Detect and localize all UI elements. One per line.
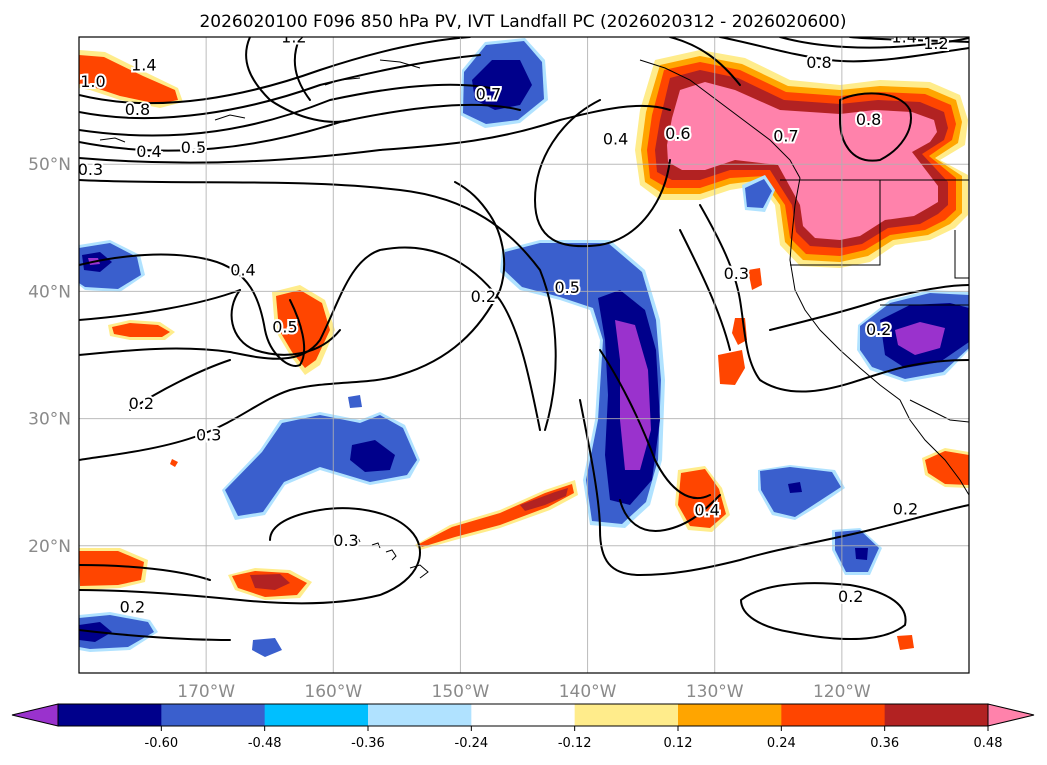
- colorbar-tick-label: -0.60: [145, 736, 179, 751]
- contour-label: 0.4: [694, 501, 719, 520]
- contour-label: 0.5: [555, 278, 580, 297]
- colorbar-tick-label: -0.48: [248, 736, 282, 751]
- pv-contours: [79, 37, 969, 641]
- colorbar-segment: [678, 704, 782, 726]
- contour-label: 1.2: [923, 34, 948, 53]
- colorbar-tick-label: -0.12: [558, 736, 592, 751]
- pv-negative-subtropical: [222, 395, 420, 520]
- coastlines: [99, 59, 969, 579]
- colorbar-tick-label: -0.24: [455, 736, 489, 751]
- colorbar-segment: [884, 704, 989, 726]
- lon-axis-labels: 170°W 160°W 150°W 140°W 130°W 120°W: [177, 682, 871, 702]
- contour-labels: 1.4 1.0 0.8 0.5 0.4 0.3 1.2 0.7 0.4 0.6 0.7 0.8 1.4 1…: [78, 28, 951, 618]
- contour-label: 0.3: [196, 426, 221, 445]
- contour-label: 0.3: [724, 264, 749, 283]
- contour-label: 0.5: [181, 138, 206, 157]
- contour-label: 1.2: [281, 28, 306, 47]
- contour-label: 0.7: [773, 127, 798, 146]
- contour-label: 0.3: [78, 160, 103, 179]
- contour-label: 0.4: [230, 260, 255, 279]
- contour-label: 0.8: [806, 53, 831, 72]
- lat-axis-labels: 20°N 30°N 40°N 50°N: [28, 155, 71, 557]
- colorbar-tick-label: 0.48: [974, 736, 1003, 751]
- contour-label: 0.7: [476, 85, 501, 104]
- pv-positive-southwest: [79, 459, 312, 600]
- colorbar-tick-label: 0.24: [767, 736, 796, 751]
- colorbar-tick-label: -0.36: [351, 736, 385, 751]
- contour-label: 0.2: [838, 587, 863, 606]
- colorbar-tick-label: 0.12: [664, 736, 693, 751]
- contour-label: 0.4: [136, 142, 161, 161]
- pv-positive-nw-corner: [79, 50, 183, 108]
- figure-title: 2026020100 F096 850 hPa PV, IVT Landfall…: [199, 12, 846, 32]
- colorbar-segment: [574, 704, 679, 726]
- contour-label: 1.4: [891, 28, 916, 47]
- colorbar-extend-min: [11, 703, 59, 727]
- lat-tick-label: 30°N: [28, 410, 71, 430]
- lon-tick-label: 120°W: [813, 682, 871, 702]
- colorbar-tick-label: 0.36: [870, 736, 899, 751]
- pv-negative-east: [742, 175, 969, 575]
- map-graticule: [79, 37, 969, 673]
- contour-label: 0.4: [603, 129, 628, 148]
- map-plot-area: 1.4 1.0 0.8 0.5 0.4 0.3 1.2 0.7 0.4 0.6 0.7 0.8 1.4 1…: [78, 28, 969, 673]
- pv-positive-east-pacific: [675, 268, 969, 650]
- colorbar-segment: [264, 704, 369, 726]
- contour-label: 0.5: [272, 318, 297, 337]
- contour-label: 0.2: [866, 320, 891, 339]
- pv-negative-central-streamer: [500, 240, 665, 528]
- colorbar-segment: [368, 704, 472, 726]
- contour-label: 0.2: [129, 394, 154, 413]
- colorbar-segment: [161, 704, 266, 726]
- contour-label: 0.2: [120, 597, 145, 616]
- colorbar: -0.60 -0.48 -0.36 -0.24 -0.12 0.12 0.24 0.36 0.4…: [11, 703, 1035, 751]
- colorbar-segment: [781, 704, 886, 726]
- pv-positive-pacific-northwest: [635, 50, 968, 268]
- contour-label: 0.3: [333, 531, 358, 550]
- contour-label: 0.6: [665, 124, 690, 143]
- lon-tick-label: 160°W: [304, 682, 362, 702]
- pv-positive-streak: [415, 480, 578, 550]
- colorbar-extend-max: [987, 703, 1035, 727]
- lon-tick-label: 170°W: [177, 682, 235, 702]
- map-frame: [78, 36, 970, 674]
- contour-label: 0.8: [125, 100, 150, 119]
- colorbar-segment: [471, 704, 576, 726]
- contour-label: 0.2: [893, 499, 918, 518]
- lon-tick-label: 140°W: [559, 682, 617, 702]
- contour-label: 0.2: [471, 287, 496, 306]
- contour-label: 1.0: [80, 72, 105, 91]
- lat-tick-label: 20°N: [28, 537, 71, 557]
- lon-tick-label: 130°W: [686, 682, 744, 702]
- colorbar-frame: [57, 703, 989, 727]
- lat-tick-label: 50°N: [28, 155, 71, 175]
- pv-shading: [79, 38, 969, 657]
- contour-label: 0.8: [856, 110, 881, 129]
- contour-label: 1.4: [131, 55, 156, 74]
- lon-tick-label: 150°W: [432, 682, 490, 702]
- lat-tick-label: 40°N: [28, 282, 71, 302]
- colorbar-segment: [58, 704, 162, 726]
